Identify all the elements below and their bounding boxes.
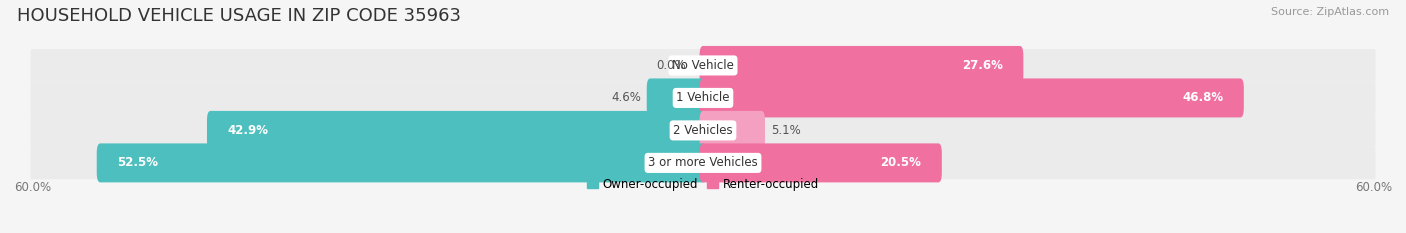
FancyBboxPatch shape — [647, 79, 706, 117]
FancyBboxPatch shape — [97, 143, 706, 182]
Text: 3 or more Vehicles: 3 or more Vehicles — [648, 156, 758, 169]
FancyBboxPatch shape — [700, 79, 1244, 117]
FancyBboxPatch shape — [31, 114, 1375, 147]
FancyBboxPatch shape — [31, 49, 1375, 82]
FancyBboxPatch shape — [700, 143, 942, 182]
Text: HOUSEHOLD VEHICLE USAGE IN ZIP CODE 35963: HOUSEHOLD VEHICLE USAGE IN ZIP CODE 3596… — [17, 7, 461, 25]
FancyBboxPatch shape — [31, 82, 1375, 114]
Text: 60.0%: 60.0% — [14, 181, 51, 194]
Text: 46.8%: 46.8% — [1182, 91, 1223, 104]
Text: 4.6%: 4.6% — [612, 91, 641, 104]
Text: 27.6%: 27.6% — [962, 59, 1002, 72]
Text: 52.5%: 52.5% — [117, 156, 159, 169]
Legend: Owner-occupied, Renter-occupied: Owner-occupied, Renter-occupied — [582, 174, 824, 196]
FancyBboxPatch shape — [207, 111, 706, 150]
Text: 1 Vehicle: 1 Vehicle — [676, 91, 730, 104]
Text: 42.9%: 42.9% — [228, 124, 269, 137]
Text: 5.1%: 5.1% — [770, 124, 800, 137]
Text: 0.0%: 0.0% — [657, 59, 686, 72]
Text: 2 Vehicles: 2 Vehicles — [673, 124, 733, 137]
Text: 60.0%: 60.0% — [1355, 181, 1392, 194]
FancyBboxPatch shape — [31, 147, 1375, 179]
Text: No Vehicle: No Vehicle — [672, 59, 734, 72]
Text: Source: ZipAtlas.com: Source: ZipAtlas.com — [1271, 7, 1389, 17]
FancyBboxPatch shape — [700, 46, 1024, 85]
FancyBboxPatch shape — [700, 111, 765, 150]
Text: 20.5%: 20.5% — [880, 156, 921, 169]
